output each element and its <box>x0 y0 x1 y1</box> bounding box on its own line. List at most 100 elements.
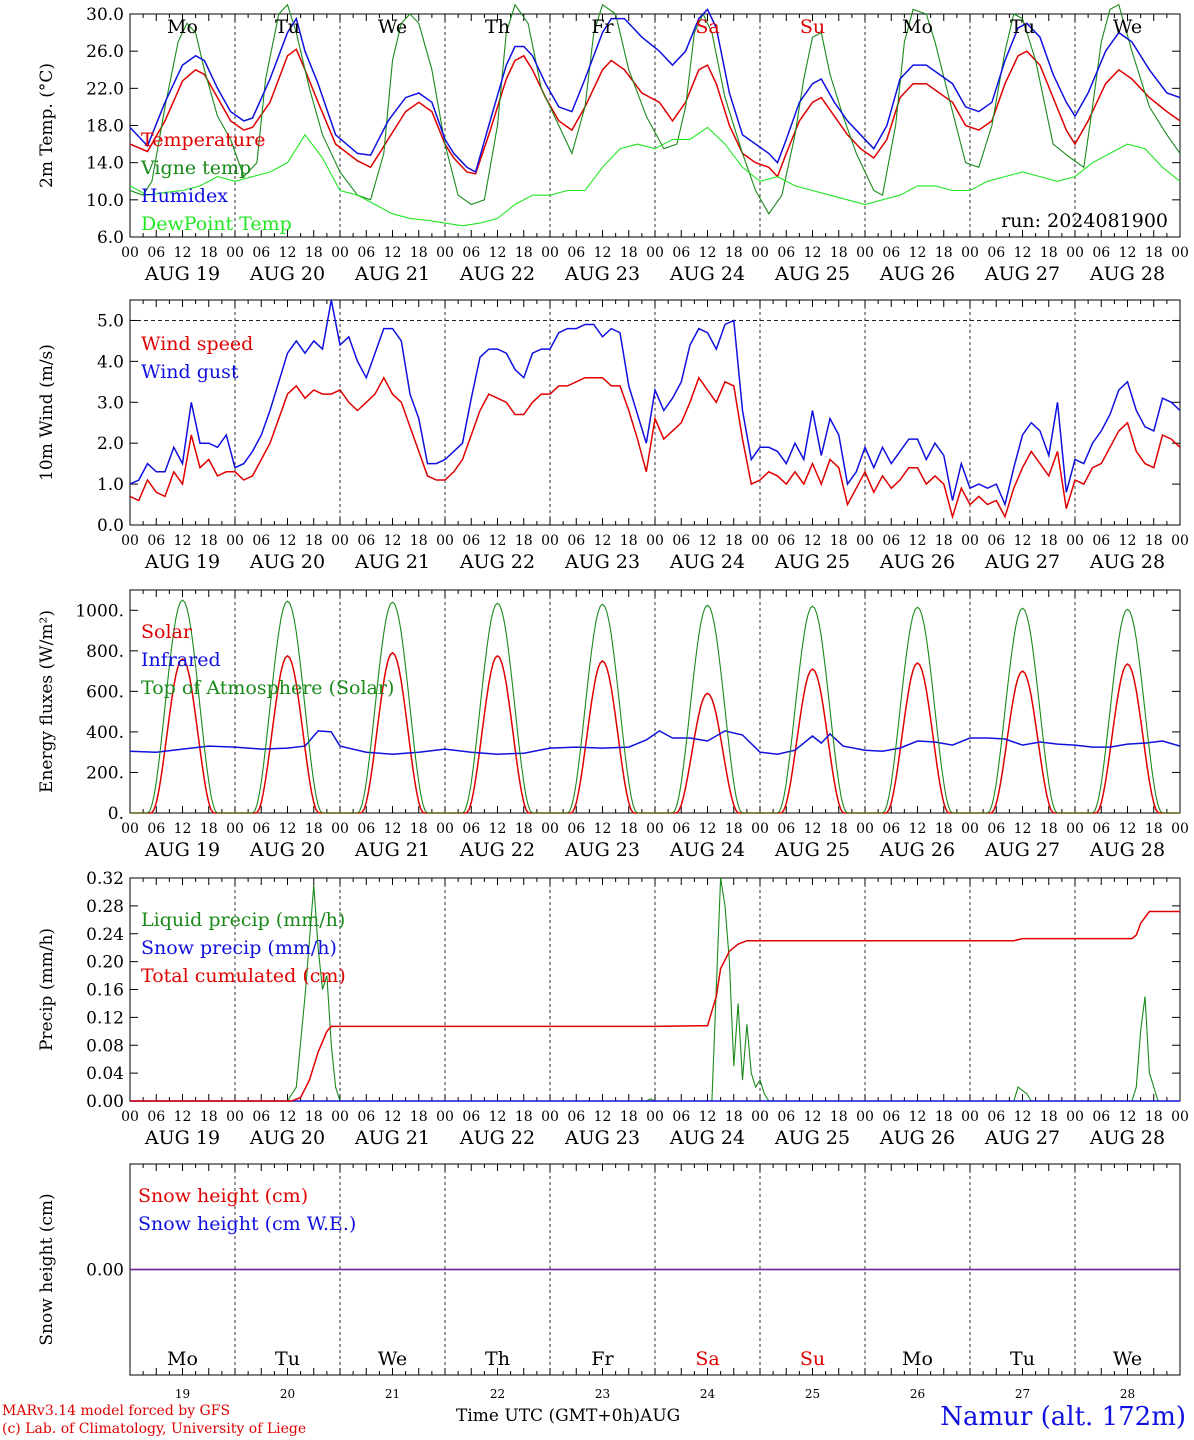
hour-tick-label: 18 <box>830 1109 848 1125</box>
hour-tick-label: 00 <box>1066 1109 1084 1125</box>
date-label: AUG 27 <box>984 263 1060 285</box>
hour-tick-label: 12 <box>489 1109 507 1125</box>
weekday-label: Th <box>485 1348 510 1370</box>
hour-tick-label: 18 <box>1145 1109 1163 1125</box>
hour-tick-label: 18 <box>1040 821 1058 837</box>
hour-tick-label: 12 <box>594 533 612 549</box>
date-label: AUG 25 <box>774 551 850 573</box>
hour-tick-label: 12 <box>1014 245 1032 261</box>
hour-tick-label: 06 <box>1092 533 1110 549</box>
hour-tick-label: 18 <box>515 245 533 261</box>
series-line <box>129 299 1181 507</box>
hour-tick-label: 12 <box>699 245 717 261</box>
y-tick-label: 0.04 <box>86 1064 124 1084</box>
hour-tick-label: 12 <box>909 821 927 837</box>
hour-tick-label: 00 <box>436 533 454 549</box>
y-tick-label: 30.0 <box>86 5 124 25</box>
station-name: Namur (alt. 172m) <box>940 1402 1186 1432</box>
panel-5 <box>129 1163 1181 1376</box>
weekday-label: We <box>378 16 407 38</box>
y-tick-label: 18.0 <box>86 117 124 137</box>
hour-tick-label: 00 <box>331 533 349 549</box>
series-line <box>130 877 1180 1102</box>
series-line <box>129 48 1181 178</box>
series-line <box>129 730 1181 755</box>
hour-tick-label: 06 <box>357 821 375 837</box>
y-tick-label: 0.16 <box>86 981 124 1001</box>
y-tick-label: 3.0 <box>97 393 124 413</box>
credit-line-1: MARv3.14 model forced by GFS <box>2 1403 231 1419</box>
hour-tick-label: 06 <box>882 1109 900 1125</box>
hour-tick-label: 18 <box>410 245 428 261</box>
hour-tick-label: 06 <box>462 245 480 261</box>
hour-tick-label: 18 <box>830 245 848 261</box>
hour-tick-label: 00 <box>856 533 874 549</box>
weekday-label: Mo <box>902 16 933 38</box>
hour-tick-label: 06 <box>672 245 690 261</box>
weekday-label: We <box>1113 16 1142 38</box>
hour-tick-label: 12 <box>489 533 507 549</box>
date-label: AUG 22 <box>459 551 535 573</box>
day-number-label: 19 <box>175 1387 190 1401</box>
hour-tick-label: 06 <box>1092 821 1110 837</box>
hour-tick-label: 18 <box>620 245 638 261</box>
legend-entry: Humidex <box>141 185 228 207</box>
day-number-label: 25 <box>805 1387 820 1401</box>
hour-tick-label: 18 <box>410 533 428 549</box>
day-number-label: 22 <box>490 1387 505 1401</box>
hour-tick-label: 12 <box>1119 245 1137 261</box>
legend-entry: Temperature <box>141 129 265 151</box>
y-tick-label: 0.08 <box>86 1036 124 1056</box>
hour-tick-label: 06 <box>462 821 480 837</box>
hour-tick-label: 00 <box>1066 245 1084 261</box>
hour-tick-label: 18 <box>305 245 323 261</box>
hour-tick-label: 18 <box>830 533 848 549</box>
date-label: AUG 23 <box>564 839 640 861</box>
hour-tick-label: 00 <box>331 821 349 837</box>
hour-tick-label: 00 <box>541 533 559 549</box>
hour-tick-label: 12 <box>279 1109 297 1125</box>
hour-tick-label: 06 <box>987 1109 1005 1125</box>
legend-entry: Snow precip (mm/h) <box>141 937 337 959</box>
hour-tick-label: 12 <box>1119 533 1137 549</box>
hour-tick-label: 00 <box>121 821 139 837</box>
hour-tick-label: 12 <box>594 245 612 261</box>
date-label: AUG 21 <box>354 263 430 285</box>
weekday-label: Sa <box>695 16 719 38</box>
hour-tick-label: 18 <box>1145 821 1163 837</box>
hour-tick-label: 18 <box>935 1109 953 1125</box>
legend-entry: Infrared <box>141 649 221 671</box>
date-label: AUG 27 <box>984 551 1060 573</box>
day-number-label: 28 <box>1120 1387 1135 1401</box>
date-label: AUG 19 <box>144 551 220 573</box>
hour-tick-label: 00 <box>751 1109 769 1125</box>
hour-tick-label: 00 <box>331 245 349 261</box>
hour-tick-label: 12 <box>1014 821 1032 837</box>
hour-tick-label: 18 <box>830 821 848 837</box>
y-tick-label: 0.32 <box>86 869 124 889</box>
y-tick-label: 400. <box>86 723 124 743</box>
y-tick-label: 0.24 <box>86 925 124 945</box>
date-label: AUG 19 <box>144 839 220 861</box>
hour-tick-label: 12 <box>699 533 717 549</box>
hour-tick-label: 00 <box>226 1109 244 1125</box>
hour-tick-label: 12 <box>804 533 822 549</box>
hour-tick-label: 12 <box>384 533 402 549</box>
date-label: AUG 25 <box>774 1127 850 1149</box>
run-label: run: 2024081900 <box>1001 210 1168 232</box>
hour-tick-label: 12 <box>909 1109 927 1125</box>
panel-3 <box>129 589 1181 814</box>
hour-tick-label: 00 <box>436 245 454 261</box>
hour-tick-label: 18 <box>515 533 533 549</box>
hour-tick-label: 00 <box>751 245 769 261</box>
hour-tick-label: 00 <box>856 1109 874 1125</box>
hour-tick-label: 06 <box>567 1109 585 1125</box>
hour-tick-label: 06 <box>357 1109 375 1125</box>
hour-tick-label: 00 <box>961 1109 979 1125</box>
y-tick-label: 800. <box>86 642 124 662</box>
weekday-label: We <box>378 1348 407 1370</box>
hour-tick-label: 00 <box>436 821 454 837</box>
legend-entry: Total cumulated (cm) <box>141 965 346 987</box>
hour-tick-label: 06 <box>882 821 900 837</box>
weekday-label: Mo <box>167 16 198 38</box>
